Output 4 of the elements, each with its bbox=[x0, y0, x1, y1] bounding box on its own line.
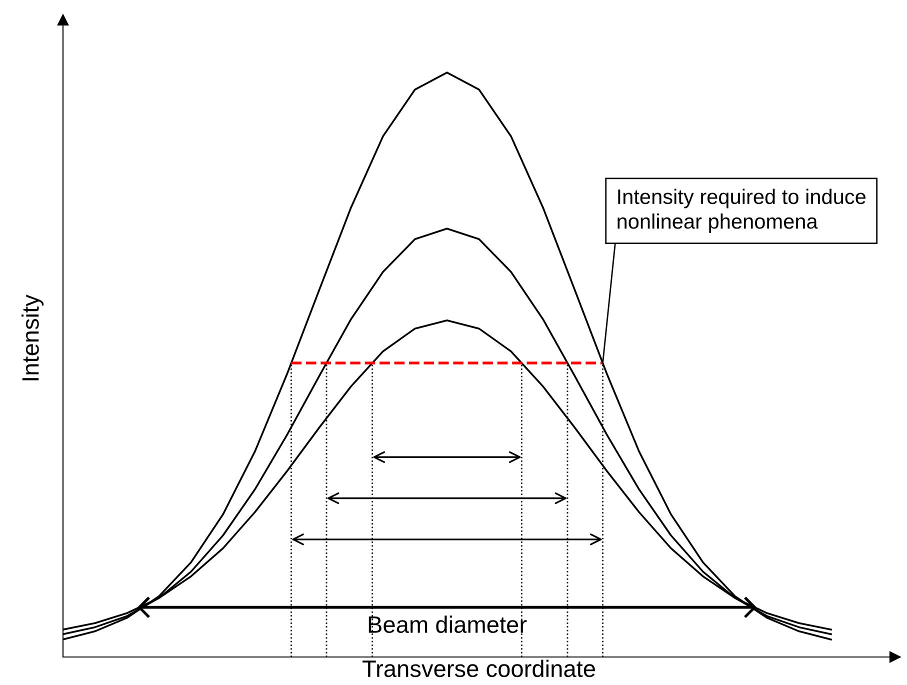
ref-line-label: Beam diameter bbox=[368, 616, 527, 633]
x-axis-title: Transverse coordinate bbox=[362, 660, 595, 678]
y-axis-title: Intensity bbox=[22, 294, 44, 380]
ref-line-label: Intensity required to induce nonlinear phenomena bbox=[618, 188, 866, 233]
